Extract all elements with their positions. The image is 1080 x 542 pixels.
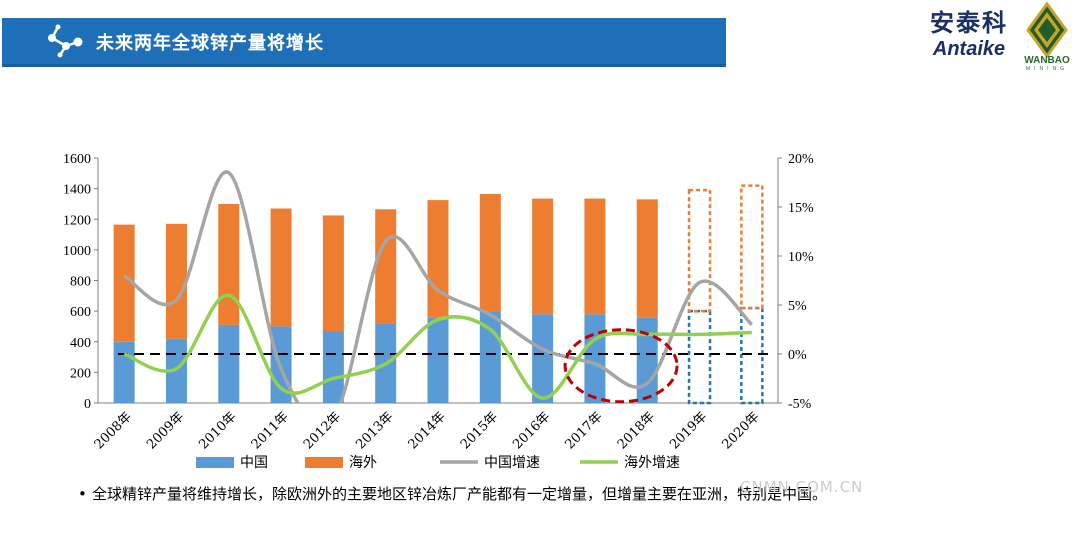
- bar-china: [427, 317, 449, 403]
- bar-china: [218, 324, 240, 403]
- legend-swatch-china: [196, 457, 234, 468]
- left-tick-label: 800: [70, 275, 91, 290]
- left-tick-label: 1400: [63, 183, 91, 198]
- left-tick-label: 1600: [63, 152, 91, 167]
- bar-china: [636, 317, 658, 403]
- right-tick-label: 10%: [788, 250, 814, 265]
- bar-overseas: [532, 198, 554, 315]
- bar-overseas: [427, 200, 449, 318]
- line-overseas-growth: [123, 293, 752, 400]
- x-tick-label: 2014年: [406, 409, 449, 452]
- bullet-point: • 全球精锌产量将维持增长，除欧洲外的主要地区锌冶炼厂产能都有一定增量，但增量主…: [78, 483, 942, 505]
- line-china-growth: [123, 170, 754, 403]
- left-tick-label: 1200: [63, 213, 91, 228]
- left-tick-label: 1000: [63, 244, 91, 259]
- share-network-icon: [48, 24, 83, 58]
- right-tick-label: 20%: [788, 152, 814, 167]
- left-tick-label: 600: [70, 305, 91, 320]
- legend-label-overseas: 海外: [349, 455, 377, 471]
- bar-overseas: [479, 193, 501, 312]
- x-tick-label: 2013年: [353, 409, 396, 452]
- x-tick-label: 2019年: [667, 409, 710, 452]
- x-tick-label: 2017年: [563, 409, 606, 452]
- bar-overseas: [375, 209, 397, 324]
- watermark: CNMN.COM.CN: [740, 478, 864, 496]
- legend-label-china: 中国: [240, 455, 268, 471]
- legend-label-overseas-growth: 海外增速: [624, 455, 680, 471]
- x-tick-label: 2008年: [92, 409, 135, 452]
- bar-overseas: [113, 224, 135, 342]
- bar-overseas: [270, 208, 292, 327]
- right-tick-label: 0%: [788, 348, 807, 363]
- page-title: 未来两年全球锌产量将增长: [96, 33, 324, 54]
- x-tick-label: 2012年: [301, 409, 344, 452]
- bar-overseas: [636, 199, 658, 318]
- right-tick-label: 15%: [788, 201, 814, 216]
- x-tick-label: 2011年: [249, 409, 292, 452]
- bullet-text: 全球精锌产量将维持增长，除欧洲外的主要地区锌冶炼厂产能都有一定增量，但增量主要在…: [92, 485, 828, 503]
- right-tick-label: -5%: [788, 397, 812, 412]
- bar-china: [584, 314, 606, 403]
- x-tick-label: 2009年: [144, 409, 187, 452]
- wanbao-logo-subtext: MINING: [1025, 66, 1069, 72]
- x-tick-label: 2020年: [719, 409, 762, 452]
- left-tick-label: 400: [70, 336, 91, 351]
- left-tick-label: 0: [84, 397, 91, 412]
- antaike-logo: 安泰科 Antaike: [926, 8, 1012, 66]
- bar-overseas-forecast: [687, 188, 712, 313]
- bar-overseas: [322, 215, 344, 332]
- bar-china: [532, 314, 554, 403]
- highlight-ellipse: [563, 328, 679, 404]
- x-tick-label: 2018年: [615, 409, 658, 452]
- bar-overseas: [165, 223, 187, 339]
- bar-china-forecast: [687, 309, 712, 405]
- x-tick-label: 2016年: [510, 409, 553, 452]
- left-tick-label: 200: [70, 366, 91, 381]
- title-banner: 未来两年全球锌产量将增长: [2, 18, 726, 67]
- bar-china: [113, 341, 135, 403]
- x-tick-label: 2010年: [196, 409, 239, 452]
- bar-overseas: [218, 203, 240, 325]
- antaike-logo-en: Antaike: [932, 38, 1006, 60]
- antaike-logo-cn: 安泰科: [930, 9, 1008, 37]
- x-tick-label: 2015年: [458, 409, 501, 452]
- wanbao-logo-text: WANBAO: [1024, 55, 1070, 66]
- legend-label-china-growth: 中国增速: [484, 455, 540, 471]
- bar-overseas: [584, 198, 606, 315]
- wanbao-logo-icon: [1026, 2, 1068, 59]
- bullet-symbol: •: [78, 485, 87, 503]
- right-tick-label: 5%: [788, 299, 807, 314]
- legend-swatch-overseas: [305, 457, 343, 468]
- zinc-production-chart: 0 200 400 600 800 1000 1200 1400 1600 -5% 0% 5% 10% 1…: [63, 152, 814, 471]
- bar-overseas-forecast: [740, 184, 764, 310]
- bar-china: [322, 331, 344, 403]
